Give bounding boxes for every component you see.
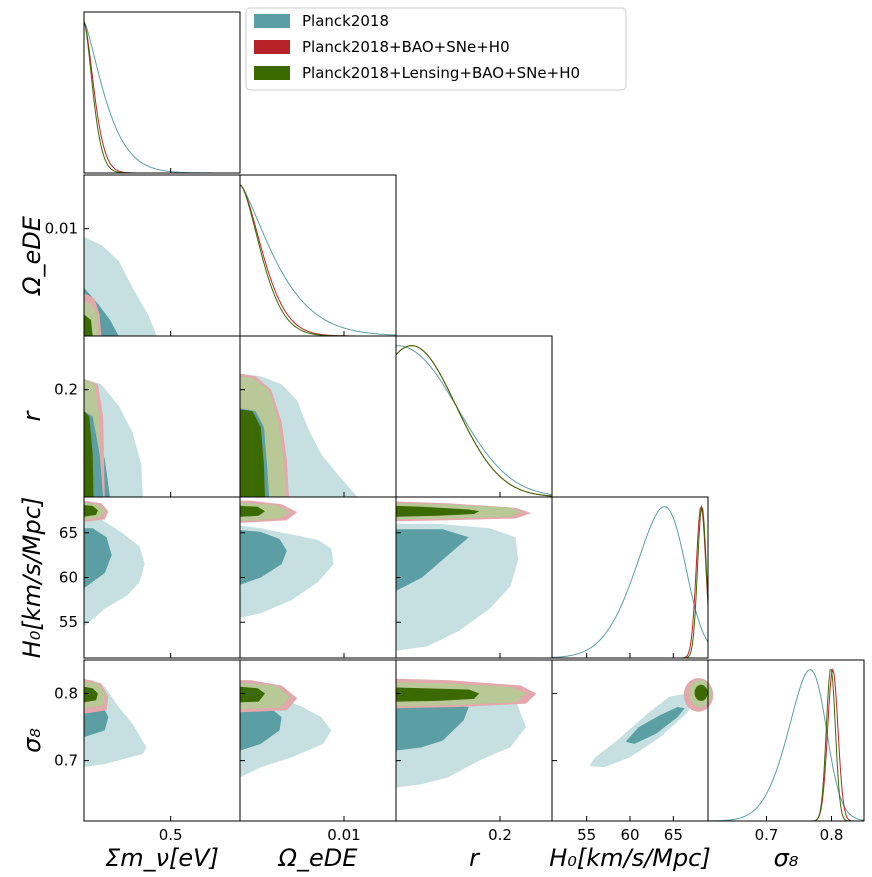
y-axis-label-r: r	[18, 409, 46, 421]
contour-lens-68	[396, 687, 480, 702]
x-tick-label-H0: 65	[664, 826, 683, 844]
contour-planck-68	[396, 703, 469, 751]
x-tick-label-s8: 0.8	[820, 826, 844, 844]
y-tick-label-omede: 0.01	[45, 220, 78, 238]
legend: Planck2018 Planck2018+BAO+SNe+H0 Planck2…	[245, 7, 627, 91]
contour-lens-68	[84, 505, 98, 517]
marginal-mnu-series-2	[83, 21, 240, 174]
y-tick-label-s8: 0.8	[54, 685, 78, 703]
marginal-r-series-1	[395, 345, 553, 497]
marginal-s8-series-0	[708, 669, 865, 822]
y-axis-label-omede: Ω_eDE	[18, 215, 46, 296]
contour-lens-68	[84, 686, 98, 703]
x-tick-label-mnu: 0.5	[159, 826, 183, 844]
legend-swatch-bao	[254, 40, 290, 54]
contour-lens-68	[240, 409, 265, 497]
contour-planck-68	[84, 528, 112, 589]
legend-label-lensing: Planck2018+Lensing+BAO+SNe+H0	[302, 64, 580, 82]
contour-lens-68	[84, 314, 93, 336]
y-tick-label-H0: 65	[59, 524, 78, 542]
x-tick-label-H0: 60	[620, 826, 639, 844]
y-tick-label-r: 0.2	[54, 381, 78, 399]
legend-swatch-lensing	[254, 66, 290, 80]
x-tick-label-r: 0.2	[488, 826, 512, 844]
panel-frame-r-r	[395, 335, 553, 498]
x-axis-label-s8: σ₈	[774, 844, 799, 872]
contour-planck-68	[396, 529, 469, 591]
marginal-omede-series-2	[239, 184, 396, 337]
x-axis-label-H0: H₀[km/s/Mpc]	[549, 844, 710, 872]
marginal-mnu-series-0	[83, 21, 240, 174]
y-tick-label-s8: 0.7	[54, 752, 78, 770]
y-axis-label-s8: σ₈	[18, 728, 46, 753]
marginal-r-series-2	[395, 345, 553, 497]
x-axis-label-mnu: Σm_ν[eV]	[105, 844, 219, 872]
legend-label-bao: Planck2018+BAO+SNe+H0	[302, 38, 510, 56]
panels-layer: Σm_ν[eV] Ω_eDE r H₀[km/s/Mpc] σ₈Ω_eDErH₀[km/…	[18, 11, 865, 872]
x-tick-label-H0: 55	[577, 826, 596, 844]
legend-label-planck: Planck2018	[302, 12, 389, 30]
panel-frame-s8-s8	[707, 659, 865, 822]
contour-planck-68	[240, 530, 287, 585]
panel-frame-mnu-mnu	[83, 11, 241, 174]
marginal-H0-series-1	[552, 505, 709, 659]
x-tick-label-s8: 0.7	[755, 826, 779, 844]
contour-lens-68	[240, 686, 265, 703]
x-axis-label-omede: Ω_eDE	[278, 844, 359, 872]
contour-lens-68	[694, 684, 708, 701]
panel-frame-H0-H0	[551, 496, 709, 659]
y-tick-label-H0: 55	[59, 613, 78, 631]
legend-swatch-planck	[254, 14, 290, 28]
contour-lens-68	[240, 505, 265, 517]
legend-frame	[245, 7, 627, 91]
marginal-mnu-series-1	[83, 21, 240, 174]
contour-lens-68	[396, 505, 480, 517]
marginal-r-series-0	[396, 345, 553, 495]
contour-lens-68	[84, 411, 94, 497]
y-axis-label-H0: H₀[km/s/Mpc]	[18, 497, 46, 658]
marginal-H0-series-0	[551, 506, 709, 658]
contour-planck-68	[240, 703, 282, 751]
x-axis-label-r: r	[469, 844, 481, 872]
x-tick-label-omede: 0.01	[327, 826, 360, 844]
marginal-omede-series-0	[239, 184, 397, 336]
marginal-H0-series-2	[552, 505, 709, 659]
contour-planck-68	[625, 707, 685, 744]
y-tick-label-H0: 60	[59, 569, 78, 587]
